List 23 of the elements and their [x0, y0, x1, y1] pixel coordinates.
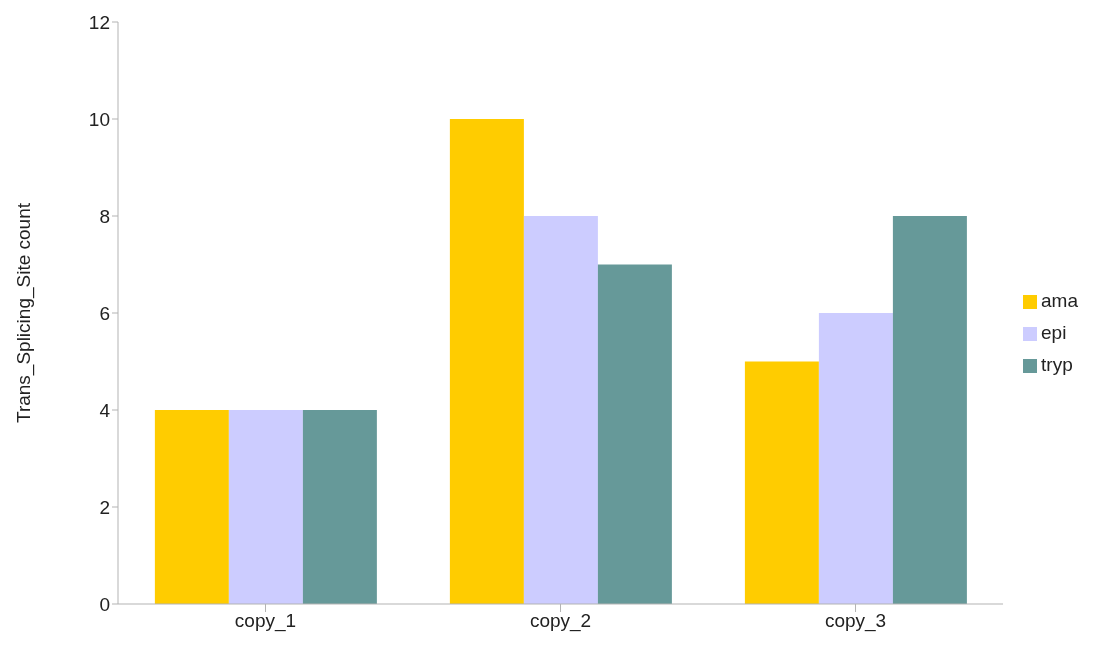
y-tick-label: 2 [99, 496, 110, 518]
bar [597, 264, 672, 604]
bar [449, 119, 524, 604]
x-tick-label: copy_1 [234, 610, 297, 633]
legend-label: tryp [1041, 354, 1073, 375]
bar [302, 410, 377, 604]
y-axis-title: Trans_Splicing_Site count [12, 202, 35, 424]
bar [154, 410, 229, 604]
bar [892, 216, 967, 604]
legend-label: epi [1041, 322, 1067, 343]
y-tick-label: 12 [88, 11, 110, 33]
bar [744, 361, 819, 604]
bar [818, 313, 893, 604]
y-tick-label: 6 [99, 302, 110, 324]
bar [523, 216, 598, 604]
x-tick-label: copy_2 [529, 610, 592, 633]
legend-label: ama [1041, 290, 1078, 311]
bar [228, 410, 303, 604]
y-tick-label: 0 [99, 593, 110, 615]
x-tick-label: copy_3 [824, 610, 887, 633]
y-tick-label: 8 [99, 205, 110, 227]
y-tick-label: 10 [88, 108, 110, 130]
y-tick-label: 4 [99, 399, 111, 421]
